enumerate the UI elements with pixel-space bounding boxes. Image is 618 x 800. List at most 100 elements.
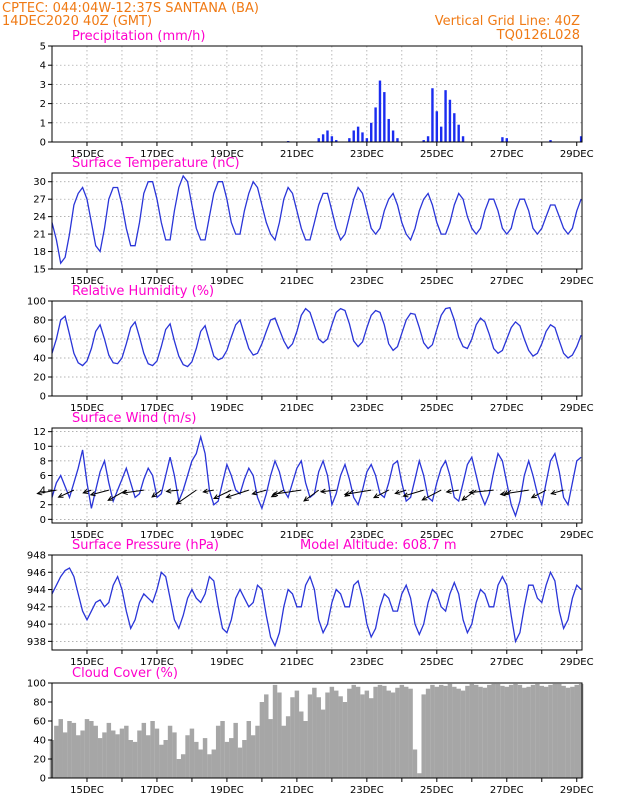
y-tick-label: 940 bbox=[27, 620, 46, 631]
cloud-bar bbox=[504, 686, 510, 778]
cloud-bar bbox=[211, 749, 217, 778]
wind-arrow-head bbox=[212, 494, 220, 499]
wind-arrow-head bbox=[165, 488, 172, 494]
cloud-bar bbox=[543, 686, 549, 778]
x-tick-label: 15DEC bbox=[70, 403, 104, 414]
x-tick-label: 21DEC bbox=[280, 149, 314, 160]
precip-bar bbox=[383, 92, 386, 142]
cloud-bar bbox=[500, 685, 505, 778]
precip-bar bbox=[448, 99, 452, 142]
x-tick-label: 17DEC bbox=[140, 657, 174, 668]
wind-arrow-head bbox=[36, 490, 43, 496]
cloud-bar bbox=[425, 688, 431, 778]
wind-arrow bbox=[344, 489, 372, 495]
cloud-bar bbox=[452, 686, 457, 778]
cloud-bar bbox=[430, 684, 435, 778]
wind-arrow bbox=[166, 489, 179, 492]
wind-arrow bbox=[303, 489, 320, 502]
cloud-bar bbox=[552, 683, 558, 778]
precip-bar bbox=[361, 132, 364, 142]
x-tick-label: 27DEC bbox=[490, 785, 524, 796]
x-tick-label: 29DEC bbox=[560, 530, 594, 541]
wind-arrow-head bbox=[421, 495, 428, 501]
cloud-bar bbox=[110, 730, 116, 778]
cloud-bar bbox=[172, 732, 177, 778]
precip-bar bbox=[444, 90, 447, 142]
wind-panel: Surface Wind (m/s) 0 2 4 6 8 10 12 15DEC 17DEC 19… bbox=[33, 411, 593, 541]
cloud-bar bbox=[373, 686, 378, 778]
cloud-bar bbox=[237, 747, 243, 778]
x-tick-label: 25DEC bbox=[420, 403, 454, 414]
precip-bar bbox=[321, 134, 325, 142]
cloud-bar bbox=[176, 759, 182, 778]
cloud-bar bbox=[491, 683, 496, 778]
x-tick-label: 23DEC bbox=[350, 657, 384, 668]
y-tick-label: 80 bbox=[33, 698, 46, 709]
cloud-bar bbox=[403, 686, 409, 778]
cloud-title: Cloud Cover (%) bbox=[72, 666, 178, 681]
y-tick-label: 60 bbox=[33, 335, 46, 346]
cloud-bar bbox=[473, 684, 479, 778]
x-tick-label: 29DEC bbox=[560, 276, 594, 287]
cloud-bar bbox=[194, 741, 199, 778]
wind-arrow bbox=[500, 489, 529, 495]
precip-bar bbox=[439, 126, 443, 142]
cloud-bar bbox=[487, 684, 492, 778]
wind-title: Surface Wind (m/s) bbox=[72, 411, 196, 426]
cloud-bar bbox=[285, 716, 291, 778]
cloud-bar bbox=[272, 684, 278, 778]
cloud-bar bbox=[395, 687, 400, 778]
y-tick-label: 18 bbox=[33, 247, 46, 258]
cloud-bar bbox=[338, 696, 343, 778]
cloud-bar bbox=[347, 688, 352, 778]
cloud-bar bbox=[233, 722, 238, 778]
cloud-bar bbox=[229, 738, 234, 778]
pres-frame bbox=[51, 554, 583, 651]
cloud-bar bbox=[526, 686, 531, 778]
wind-arrow-head bbox=[82, 489, 89, 494]
x-tick-label: 23DEC bbox=[350, 403, 384, 414]
y-tick-label: 100 bbox=[27, 679, 46, 690]
y-tick-label: 948 bbox=[27, 551, 46, 562]
cloud-bar bbox=[574, 684, 579, 778]
wind-arrow bbox=[151, 489, 162, 498]
x-tick-label: 19DEC bbox=[210, 530, 244, 541]
x-tick-label: 25DEC bbox=[420, 149, 454, 160]
x-tick-label: 29DEC bbox=[560, 403, 594, 414]
cloud-bar bbox=[76, 735, 81, 778]
cloud-bar bbox=[342, 702, 348, 778]
wind-arrow bbox=[107, 489, 127, 501]
wind-arrow-head bbox=[303, 496, 310, 502]
precip-bar bbox=[431, 88, 434, 142]
x-tick-label: 25DEC bbox=[420, 657, 454, 668]
precip-bar bbox=[387, 118, 390, 142]
cloud-bar bbox=[382, 685, 387, 778]
y-tick-label: 10 bbox=[33, 442, 46, 453]
cloud-bar bbox=[277, 692, 282, 778]
x-tick-label: 21DEC bbox=[280, 785, 314, 796]
wind-arrow bbox=[551, 489, 564, 495]
y-tick-label: 80 bbox=[33, 316, 46, 327]
cloud-bar bbox=[93, 725, 98, 778]
run-date-label: 14DEC2020 40Z (GMT) bbox=[2, 14, 152, 29]
rh-title: Relative Humidity (%) bbox=[72, 284, 214, 299]
x-tick-label: 15DEC bbox=[70, 276, 104, 287]
wind-arrow-head bbox=[468, 489, 475, 495]
cloud-bar bbox=[259, 702, 265, 778]
cloud-bar bbox=[189, 728, 195, 778]
wind-arrow bbox=[531, 489, 547, 499]
cloud-frame bbox=[51, 682, 583, 779]
wind-arrow-head bbox=[202, 488, 209, 494]
wind-arrow bbox=[273, 489, 302, 495]
x-tick-label: 21DEC bbox=[280, 530, 314, 541]
cloud-bar bbox=[325, 692, 330, 778]
x-tick-label: 27DEC bbox=[490, 530, 524, 541]
y-tick-label: 0 bbox=[40, 392, 46, 403]
cloud-bar bbox=[513, 683, 518, 778]
x-tick-label: 17DEC bbox=[140, 149, 174, 160]
x-tick-label: 25DEC bbox=[420, 276, 454, 287]
wind-arrow bbox=[176, 489, 197, 505]
precip-bar bbox=[391, 130, 395, 142]
y-tick-label: 946 bbox=[27, 568, 46, 579]
